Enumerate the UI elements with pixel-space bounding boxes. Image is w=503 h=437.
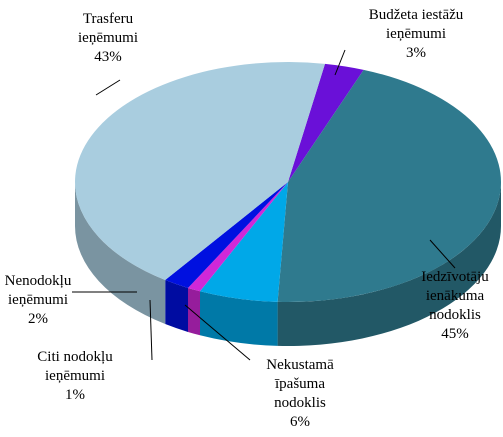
slice-label: Iedzīvotāju ienākuma nodoklis 45%	[410, 268, 500, 344]
value-label: 45%	[441, 326, 469, 342]
value-label: 6%	[290, 414, 310, 430]
category-label: Iedzīvotāju ienākuma nodoklis	[421, 269, 489, 323]
slice-side	[165, 280, 189, 332]
category-label: Nenodokļu ieņēmumi	[4, 273, 72, 308]
leader-line	[429, 239, 456, 269]
slice-label: Nekustamā īpašuma nodoklis 6%	[255, 356, 345, 432]
slice	[165, 182, 288, 288]
slice	[188, 182, 288, 292]
slice-side	[277, 182, 501, 346]
slice-label: Trasferu ieņēmumi 43%	[68, 10, 148, 67]
category-label: Trasferu ieņēmumi	[78, 11, 138, 46]
slice-label: Nenodokļu ieņēmumi 2%	[0, 272, 76, 329]
category-label: Budžeta iestāžu ieņēmumi	[368, 7, 464, 42]
slice-side	[188, 287, 201, 336]
slice	[200, 182, 288, 302]
slice-side	[200, 291, 278, 346]
value-label: 43%	[94, 49, 122, 65]
slices	[75, 61, 502, 346]
slice-side	[75, 182, 166, 325]
leader-line	[334, 49, 346, 76]
value-label: 2%	[28, 311, 48, 327]
slice-label: Budžeta iestāžu ieņēmumi 3%	[360, 6, 472, 63]
value-label: 1%	[65, 387, 85, 403]
category-label: Nekustamā īpašuma nodoklis	[266, 357, 334, 411]
slice	[277, 69, 502, 303]
category-label: Citi nodokļu ieņēmumi	[37, 349, 113, 384]
slice	[75, 61, 325, 281]
leader-line	[184, 304, 251, 361]
leader-line	[95, 79, 121, 96]
leader-lines	[72, 49, 456, 361]
leader-line	[149, 299, 153, 361]
value-label: 3%	[406, 45, 426, 61]
slice	[288, 63, 364, 182]
slice-label: Citi nodokļu ieņēmumi 1%	[25, 348, 125, 405]
